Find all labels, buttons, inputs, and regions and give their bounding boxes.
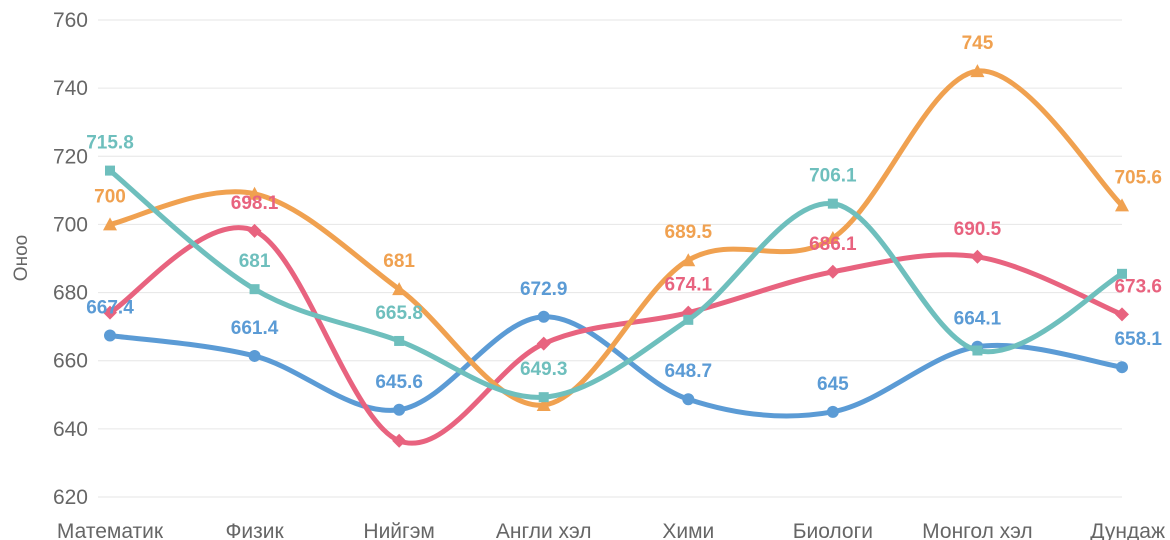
series-0-data-label: 645: [817, 374, 849, 395]
series-3-line: [107, 168, 1125, 400]
series-3-data-label: 681: [239, 251, 271, 272]
series-1-data-label: 690.5: [954, 219, 1002, 240]
series-0-point: [537, 310, 550, 323]
series-0-data-label: 661.4: [231, 318, 279, 339]
series-2-point: [970, 64, 985, 78]
y-tick-label: 720: [53, 145, 88, 168]
y-tick-label: 760: [53, 9, 88, 32]
series-0-point: [682, 393, 695, 406]
series-3-point: [105, 165, 115, 176]
series-1-point: [247, 223, 262, 238]
x-tick-label: Биологи: [793, 520, 873, 540]
series-2-point: [825, 231, 840, 245]
series-2-data-label: 689.5: [665, 222, 713, 243]
series-3-point: [827, 198, 838, 209]
series-2: [103, 64, 1129, 412]
series-3-data-label: 665.8: [375, 303, 423, 324]
series-1-point: [536, 336, 551, 351]
y-tick-label: 640: [53, 418, 88, 441]
x-tick-label: Математик: [57, 520, 164, 540]
series-0-point: [1116, 361, 1128, 374]
series-0-point: [393, 403, 406, 416]
series-3-point: [972, 345, 983, 356]
series-2-point: [1115, 198, 1129, 212]
series-2-point: [681, 253, 696, 267]
y-tick-label: 700: [53, 213, 88, 236]
series-1-data-label: 673.6: [1114, 276, 1162, 297]
series-0-data-label: 648.7: [665, 361, 713, 382]
series-1-data-label: 686.1: [809, 234, 857, 255]
y-axis-title: Оноо: [11, 235, 32, 281]
series-0-data-label: 664.1: [954, 309, 1002, 330]
series-1-line: [107, 225, 1125, 446]
series-1-point: [103, 305, 117, 320]
x-tick-label: Монгол хэл: [922, 520, 1033, 540]
y-tick-label: 660: [53, 350, 88, 373]
series-0-data-label: 667.4: [86, 298, 134, 319]
series-0-data-label: 658.1: [1114, 329, 1162, 350]
x-axis-ticks: Математик Физик Нийгэм Англи хэл Хими Биологи…: [57, 520, 1165, 540]
series-3-point: [538, 392, 549, 403]
series-1-data-label: 698.1: [231, 193, 279, 214]
y-tick-label: 620: [53, 486, 88, 509]
data-labels-layer: 667.4 661.4 645.6 672.9 648.7 645 664.1 658.1 69…: [86, 33, 1162, 395]
series-2-data-label: 705.6: [1114, 167, 1162, 188]
series-3: [105, 165, 1127, 403]
series-0-point: [248, 349, 261, 362]
y-tick-label: 740: [53, 77, 88, 100]
x-tick-label: Нийгэм: [363, 520, 434, 540]
series-2-data-label: 681: [383, 251, 415, 272]
series-1-data-label: 674.1: [665, 275, 713, 296]
series-1-point: [970, 249, 985, 264]
x-tick-label: Физик: [225, 520, 284, 540]
x-tick-label: Дундаж: [1090, 520, 1165, 540]
x-tick-label: Англи хэл: [496, 520, 592, 540]
series-1-point: [1115, 307, 1129, 322]
series-layer: [103, 64, 1129, 448]
series-3-data-label: 706.1: [809, 166, 857, 187]
series-3-point: [249, 284, 260, 295]
series-3-point: [1117, 268, 1127, 279]
y-tick-label: 680: [53, 282, 88, 305]
series-2-point: [392, 282, 407, 296]
series-2-point: [103, 217, 117, 231]
series-1-point: [825, 264, 840, 279]
series-2-point: [247, 186, 262, 200]
series-2-point: [536, 398, 551, 412]
series-2-line: [107, 68, 1125, 408]
series-0-point: [826, 405, 839, 418]
series-0-data-label: 645.6: [375, 372, 423, 393]
series-3-point: [683, 314, 694, 325]
series-3-data-label: 715.8: [86, 133, 134, 154]
y-axis-ticks: 620 640 660 680 700 720 740 760: [53, 9, 88, 509]
series-2-data-label: 700: [94, 186, 126, 207]
x-tick-label: Хими: [662, 520, 714, 540]
series-3-data-label: 649.3: [520, 359, 568, 380]
series-0-point: [104, 329, 116, 342]
series-3-point: [394, 335, 405, 346]
series-0-data-label: 672.9: [520, 279, 568, 300]
series-1-point: [392, 433, 407, 448]
series-2-data-label: 745: [962, 33, 994, 54]
